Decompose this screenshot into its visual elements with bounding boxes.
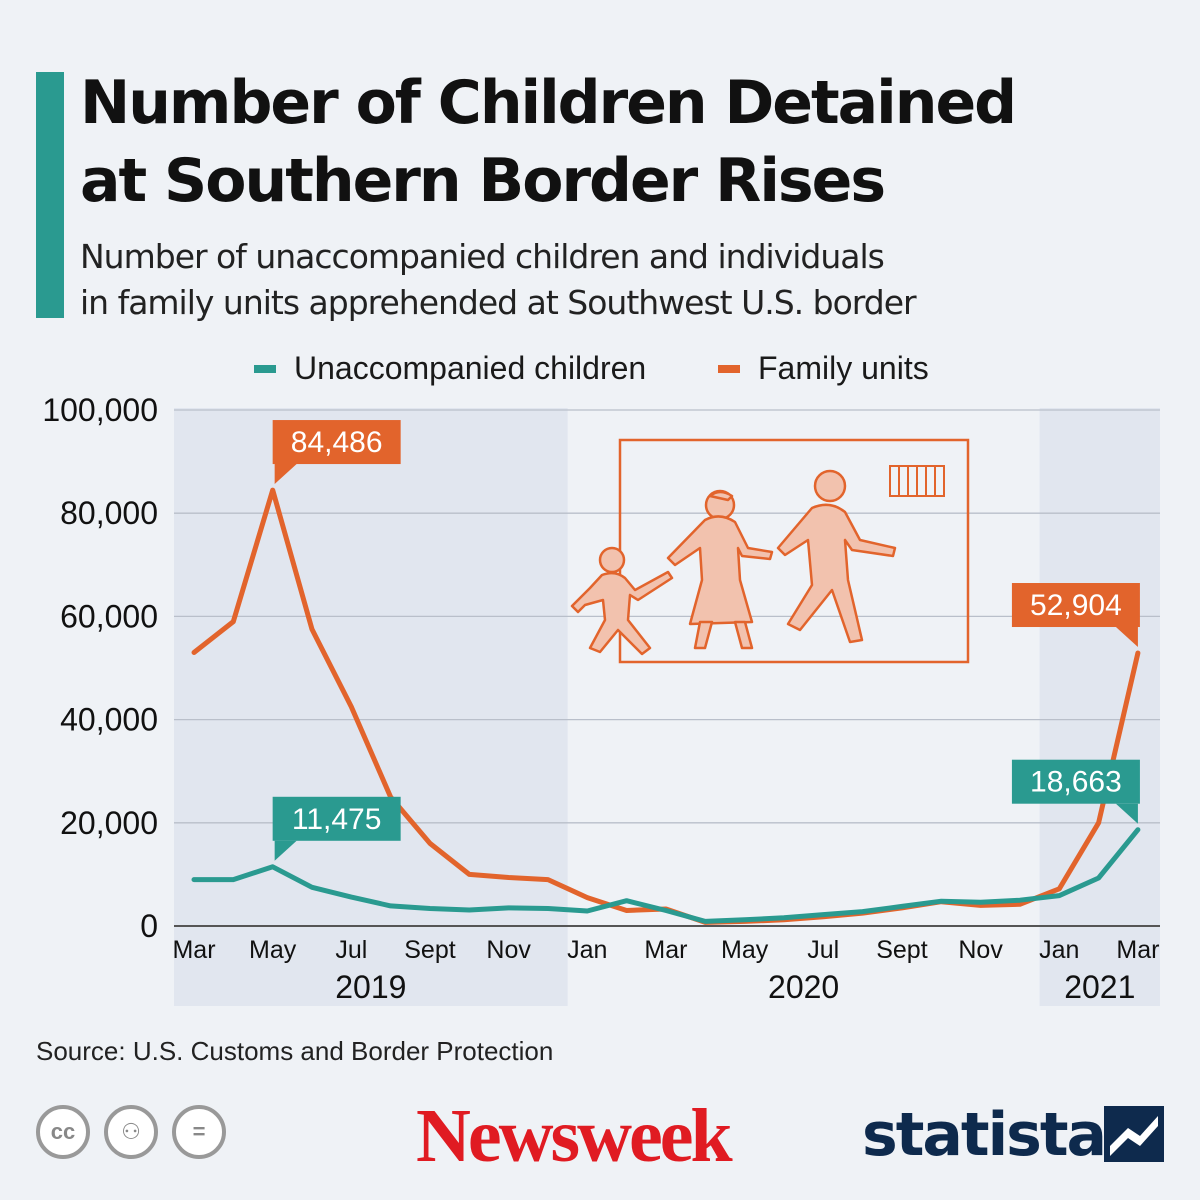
legend: Unaccompanied children Family units <box>0 350 1200 390</box>
x-tick-label: Sept <box>404 936 455 964</box>
x-tick-label: Jan <box>1039 936 1079 964</box>
subtitle-line-1: Number of unaccompanied children and ind… <box>80 237 885 276</box>
license-icons: cc ⚇ = <box>36 1105 226 1159</box>
x-tick-label: Nov <box>958 936 1003 964</box>
x-tick-label: Mar <box>1116 936 1159 964</box>
x-tick-label: Mar <box>172 936 215 964</box>
data-label: 52,904 <box>1030 589 1122 622</box>
x-tick-label: Jul <box>807 936 839 964</box>
family-illustration-icon <box>570 438 970 664</box>
legend-swatch-unaccompanied <box>254 364 276 373</box>
x-tick-label: Nov <box>486 936 531 964</box>
y-tick-label: 80,000 <box>60 495 158 531</box>
newsweek-logo[interactable]: Newsweek <box>416 1094 733 1178</box>
x-tick-label: May <box>249 936 297 964</box>
callout-box <box>1011 759 1140 804</box>
statista-logo-icon <box>1104 1106 1164 1162</box>
year-label-2019: 2019 <box>335 969 406 1005</box>
y-tick-label: 100,000 <box>42 395 158 428</box>
x-tick-label: May <box>721 936 769 964</box>
series-line-unaccompanied <box>191 827 1141 924</box>
callout-box <box>272 420 401 465</box>
no-derivatives-icon[interactable]: = <box>172 1105 226 1159</box>
y-tick-label: 40,000 <box>60 702 158 738</box>
callout-pointer <box>1115 803 1138 824</box>
legend-label-unaccompanied: Unaccompanied children <box>294 350 647 386</box>
cc-icon[interactable]: cc <box>36 1105 90 1159</box>
title-line-1: Number of Children Detained <box>80 68 1017 138</box>
legend-swatch-family <box>718 364 740 373</box>
year-band-2021 <box>1039 408 1160 1006</box>
x-tick-label: Jan <box>567 936 607 964</box>
year-label-2020: 2020 <box>768 969 839 1005</box>
data-label: 11,475 <box>292 803 382 836</box>
line-chart: 100,000 80,000 60,000 40,000 20,000 0 84,486 1… <box>42 395 1160 1006</box>
callout-pointer <box>274 840 297 861</box>
callout-box <box>1011 583 1140 628</box>
title-line-2: at Southern Border Rises <box>80 146 886 216</box>
x-tick-label: Mar <box>644 936 687 964</box>
y-tick-label: 0 <box>140 908 158 944</box>
legend-label-family: Family units <box>758 350 929 386</box>
x-tick-label: Jul <box>335 936 367 964</box>
page-title: Number of Children Detained at Southern … <box>80 64 1080 220</box>
source-note: Source: U.S. Customs and Border Protecti… <box>36 1036 554 1066</box>
accent-bar <box>36 72 64 318</box>
y-tick-label: 60,000 <box>60 598 158 634</box>
legend-item-family: Family units <box>718 350 929 387</box>
data-label: 18,663 <box>1030 766 1122 799</box>
data-label: 84,486 <box>291 426 383 459</box>
callout-box <box>272 796 401 841</box>
year-label-2021: 2021 <box>1064 969 1135 1005</box>
year-band-2019 <box>174 408 568 1006</box>
statista-logo-text[interactable]: statista <box>862 1100 1107 1170</box>
legend-item-unaccompanied: Unaccompanied children <box>254 350 646 387</box>
x-tick-label: Sept <box>876 936 927 964</box>
callout-pointer <box>274 464 297 485</box>
callout-pointer <box>1115 627 1138 648</box>
subtitle-line-2: in family units apprehended at Southwest… <box>80 283 917 322</box>
subtitle: Number of unaccompanied children and ind… <box>80 234 1080 326</box>
y-tick-label: 20,000 <box>60 805 158 841</box>
attribution-icon[interactable]: ⚇ <box>104 1105 158 1159</box>
